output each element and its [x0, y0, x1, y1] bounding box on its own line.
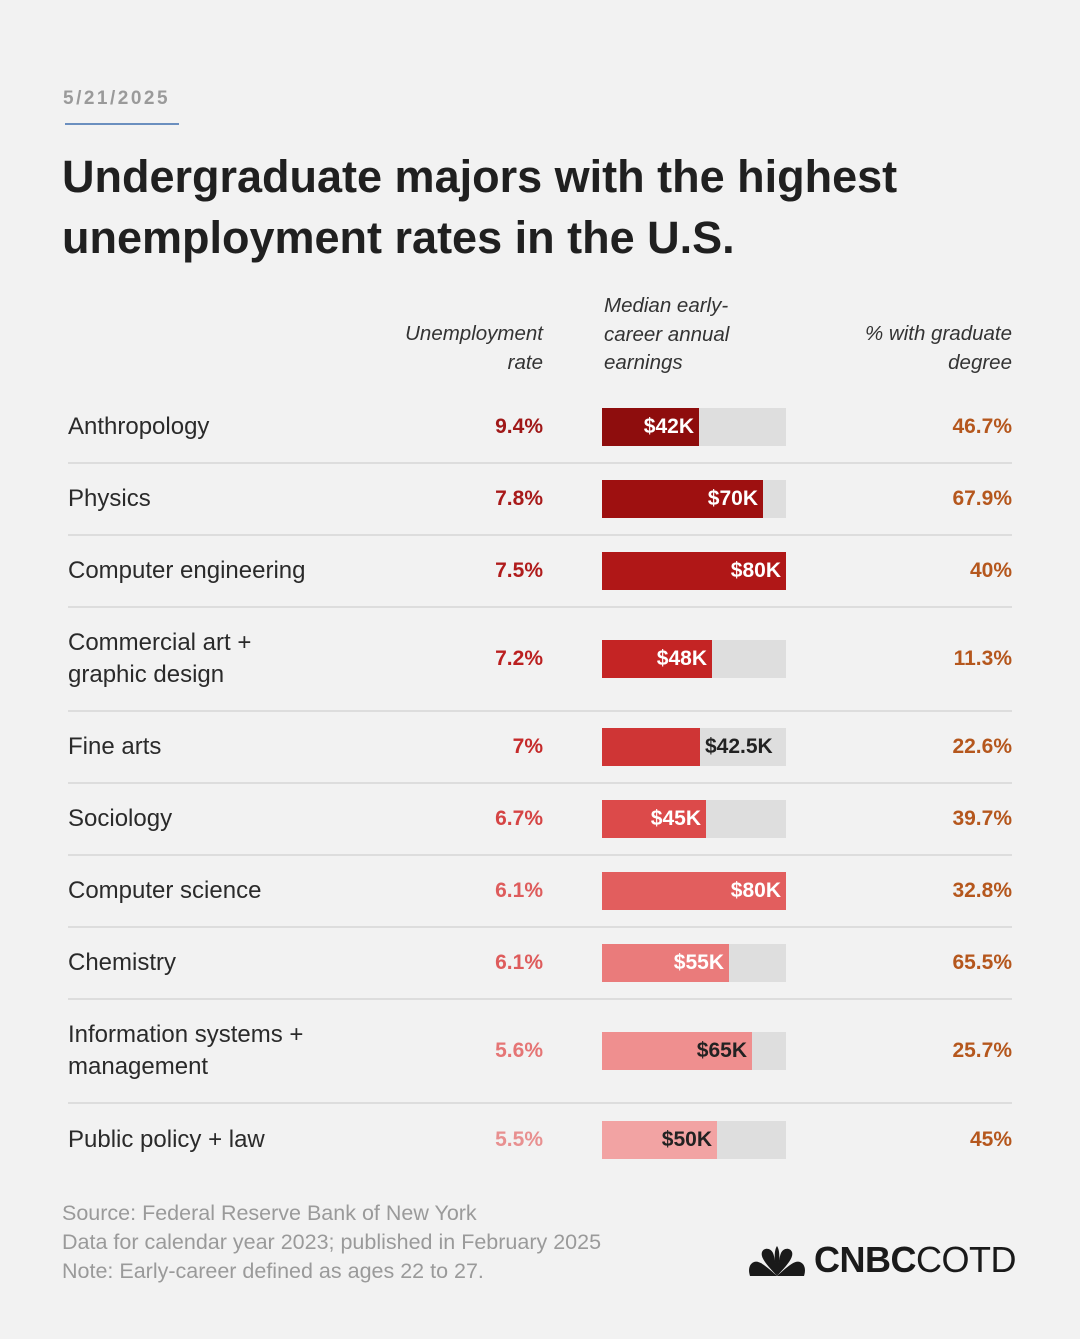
unemployment-rate: 9.4%	[495, 415, 543, 438]
graduate-degree-share: 65.5%	[952, 951, 1012, 974]
major-label: Physics	[68, 485, 151, 512]
earnings-bar-track: $42K	[602, 408, 786, 446]
unemployment-rate: 7.5%	[495, 559, 543, 582]
table-row: Public policy + law 5.5% $50K 45%	[68, 1104, 1012, 1176]
earnings-label: $80K	[730, 559, 781, 582]
table-row: Physics 7.8% $70K 67.9%	[68, 464, 1012, 536]
major-label: Computer science	[68, 877, 262, 904]
major-label: Public policy + law	[68, 1126, 265, 1153]
earnings-bar	[602, 728, 700, 766]
earnings-bar	[602, 552, 786, 590]
data-note: Data for calendar year 2023; published i…	[62, 1230, 602, 1254]
table-row: Sociology 6.7% $45K 39.7%	[68, 784, 1012, 856]
graduate-degree-share: 25.7%	[952, 1039, 1012, 1062]
definition-note: Note: Early-career defined as ages 22 to…	[62, 1259, 484, 1283]
unemployment-rate: 5.6%	[495, 1039, 543, 1062]
major-label: Information systems + management	[68, 1021, 304, 1080]
earnings-bar-track: $42.5K	[602, 728, 786, 766]
logo-cnbc-text: CNBC	[814, 1239, 917, 1280]
table-row: Chemistry 6.1% $55K 65.5%	[68, 928, 1012, 1000]
earnings-bar-track: $70K	[602, 480, 786, 518]
graduate-degree-share: 22.6%	[952, 735, 1012, 758]
earnings-bar	[602, 640, 712, 678]
earnings-label: $42.5K	[705, 735, 773, 758]
column-header-unemployment: Unemployment rate	[405, 322, 543, 374]
major-label: Sociology	[68, 805, 173, 832]
earnings-bar-track: $50K	[602, 1121, 786, 1159]
earnings-bar-track: $80K	[602, 872, 786, 910]
earnings-bar	[602, 408, 699, 446]
earnings-bar	[602, 944, 729, 982]
earnings-bar	[602, 480, 763, 518]
graduate-degree-share: 32.8%	[952, 879, 1012, 902]
major-label: Commercial art + graphic design	[68, 629, 252, 688]
major-label: Chemistry	[68, 949, 177, 976]
source-note: Source: Federal Reserve Bank of New York	[62, 1201, 477, 1225]
earnings-bar-track: $48K	[602, 640, 786, 678]
graduate-degree-share: 40%	[969, 559, 1012, 582]
data-table: Anthropology 9.4% $42K 46.7% Physics 7.8% $70K…	[68, 392, 1012, 1176]
earnings-bar	[602, 800, 706, 838]
cnbc-logo: CNBC COTD	[746, 1239, 1017, 1280]
earnings-bar-track: $65K	[602, 1032, 786, 1070]
earnings-label: $50K	[661, 1128, 712, 1151]
earnings-label: $42K	[643, 415, 694, 438]
table-row: Anthropology 9.4% $42K 46.7%	[68, 392, 1012, 464]
earnings-label: $70K	[707, 487, 758, 510]
earnings-label: $65K	[696, 1039, 747, 1062]
earnings-bar	[602, 872, 786, 910]
unemployment-rate: 6.1%	[495, 951, 543, 974]
table-row: Computer engineering 7.5% $80K 40%	[68, 536, 1012, 608]
table-row: Information systems + management 5.6% $65K 2…	[68, 1000, 1012, 1104]
table-row: Computer science 6.1% $80K 32.8%	[68, 856, 1012, 928]
unemployment-rate: 5.5%	[495, 1128, 543, 1151]
earnings-bar	[602, 1121, 717, 1159]
graduate-degree-share: 11.3%	[953, 647, 1012, 670]
date-label: 5/21/2025	[63, 88, 171, 109]
chart-title: Undergraduate majors with the highest un…	[62, 151, 898, 263]
earnings-bar	[602, 1032, 752, 1070]
logo-cotd-text: COTD	[916, 1239, 1017, 1280]
table-row: Fine arts 7% $42.5K 22.6%	[68, 712, 1012, 784]
major-label: Fine arts	[68, 733, 162, 760]
earnings-bar-track: $80K	[602, 552, 786, 590]
unemployment-rate: 6.1%	[495, 879, 543, 902]
column-header-earnings: Median early- career annual earnings	[604, 294, 730, 374]
graduate-degree-share: 39.7%	[952, 807, 1012, 830]
earnings-label: $48K	[656, 647, 707, 670]
earnings-bar-track: $55K	[602, 944, 786, 982]
earnings-label: $55K	[673, 951, 724, 974]
major-label: Computer engineering	[68, 557, 306, 584]
unemployment-rate: 7%	[512, 735, 543, 758]
unemployment-rate: 7.2%	[495, 647, 543, 670]
date-underline	[65, 123, 179, 125]
graduate-degree-share: 67.9%	[952, 487, 1012, 510]
unemployment-rate: 7.8%	[495, 487, 543, 510]
table-row: Commercial art + graphic design 7.2% $48K 11…	[68, 608, 1012, 712]
graduate-degree-share: 46.7%	[952, 415, 1012, 438]
major-label: Anthropology	[68, 413, 210, 440]
earnings-label: $80K	[730, 879, 781, 902]
unemployment-rate: 6.7%	[495, 807, 543, 830]
earnings-label: $45K	[650, 807, 701, 830]
peacock-icon	[749, 1246, 805, 1276]
footer-notes: Source: Federal Reserve Bank of New York…	[62, 1199, 601, 1286]
column-header-graduate: % with graduate degree	[864, 322, 1012, 374]
earnings-bar-track: $45K	[602, 800, 786, 838]
graduate-degree-share: 45%	[969, 1128, 1012, 1151]
